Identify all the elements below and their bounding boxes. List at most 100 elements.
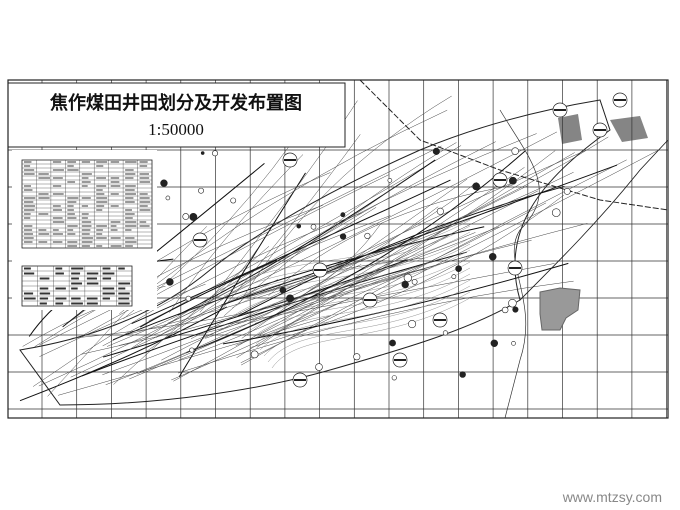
table-cell-text — [125, 217, 133, 219]
table-cell-text — [102, 287, 115, 290]
table-cell-text — [81, 229, 91, 231]
table-cell-text — [67, 209, 74, 211]
railway — [519, 139, 669, 301]
table-cell-text — [81, 177, 89, 179]
mine-marker — [508, 298, 517, 308]
table-cell-text — [110, 221, 121, 223]
seam-line — [238, 185, 565, 317]
table-cell-text — [139, 201, 151, 203]
table-cell-text — [96, 233, 103, 235]
table-cell-text — [110, 245, 122, 247]
table-cell-text — [81, 181, 91, 183]
mine-marker — [408, 320, 417, 329]
seam-line — [19, 306, 228, 402]
seam-line — [70, 279, 279, 378]
table-cell-text — [110, 237, 121, 239]
table-cell-text — [24, 205, 36, 207]
mine-marker — [490, 339, 499, 347]
seam-line — [173, 167, 525, 382]
table-cell-text — [52, 217, 63, 219]
table-cell-text — [81, 197, 91, 199]
seam-line — [119, 248, 258, 346]
seam-line — [129, 133, 537, 350]
table-cell-text — [81, 237, 94, 239]
mine-marker — [200, 151, 205, 155]
table-cell-text — [102, 267, 111, 270]
table-cell-text — [110, 225, 117, 227]
table-cell-text — [24, 173, 35, 175]
table-cell-text — [38, 229, 47, 231]
mine-marker — [353, 353, 361, 361]
table-cell-text — [125, 225, 137, 227]
table-cell-text — [24, 272, 35, 275]
table-cell-text — [39, 297, 49, 300]
table-cell-text — [71, 287, 78, 290]
table-cell-text — [96, 197, 108, 199]
table-cell-text — [96, 237, 107, 239]
city-area — [539, 287, 581, 331]
mine-marker — [250, 350, 259, 359]
town-area — [610, 116, 648, 142]
table-cell-text — [118, 292, 130, 295]
table-cell-text — [139, 181, 151, 183]
mine-marker — [286, 294, 295, 303]
mine-marker — [198, 187, 204, 194]
contour-line — [263, 285, 471, 357]
table-cell-text — [125, 237, 135, 239]
table-cell-text — [67, 181, 76, 183]
map-title: 焦作煤田井田划分及开发布置图 — [49, 92, 302, 114]
mine-marker — [403, 273, 413, 283]
mine-marker — [189, 347, 195, 353]
table-cell-text — [125, 185, 136, 187]
table-cell-text — [96, 205, 105, 207]
table-cell-text — [86, 272, 99, 275]
table-cell-text — [24, 189, 33, 191]
seam-line — [119, 109, 448, 315]
contour-line — [219, 219, 471, 291]
mine-marker — [160, 179, 168, 187]
table-cell-text — [39, 292, 51, 295]
mine-marker — [391, 375, 397, 381]
table-cell-text — [86, 297, 98, 300]
contour-line — [231, 237, 471, 309]
table-cell-text — [96, 201, 108, 203]
table-cell-text — [24, 161, 32, 163]
table-cell-text — [139, 225, 150, 227]
mine-marker — [488, 252, 497, 261]
table-cell-text — [67, 201, 77, 203]
table-cell-text — [52, 205, 61, 207]
map-frame — [7, 79, 669, 419]
table-cell-text — [71, 282, 83, 285]
railway — [359, 79, 669, 211]
mine-marker — [182, 213, 190, 220]
table-cell-text — [125, 241, 137, 243]
table-cell-text — [139, 193, 148, 195]
table-cell-text — [52, 169, 64, 171]
table-cell-text — [55, 267, 63, 270]
table-cell-text — [71, 267, 84, 270]
table-cell-text — [110, 193, 119, 195]
seam-line — [139, 259, 277, 328]
table-cell-text — [96, 161, 108, 163]
seam-line — [178, 280, 574, 374]
table-cell-text — [81, 233, 90, 235]
table-cell-text — [125, 189, 135, 191]
table-cell-text — [102, 297, 110, 300]
mine-marker — [189, 212, 198, 221]
table-cell-text — [81, 217, 88, 219]
title-box — [7, 82, 346, 148]
map-scale: 1:50000 — [148, 120, 204, 139]
seam-line — [167, 131, 558, 324]
mine-marker — [451, 274, 457, 280]
table-cell-text — [55, 302, 64, 305]
table-cell-text — [67, 205, 74, 207]
table-cell-text — [139, 173, 149, 175]
mine-marker — [501, 306, 509, 314]
mine-marker — [339, 233, 347, 240]
table-cell-text — [52, 209, 62, 211]
mine-marker — [442, 330, 448, 336]
seam-line — [205, 240, 532, 339]
table-cell-text — [125, 245, 133, 247]
